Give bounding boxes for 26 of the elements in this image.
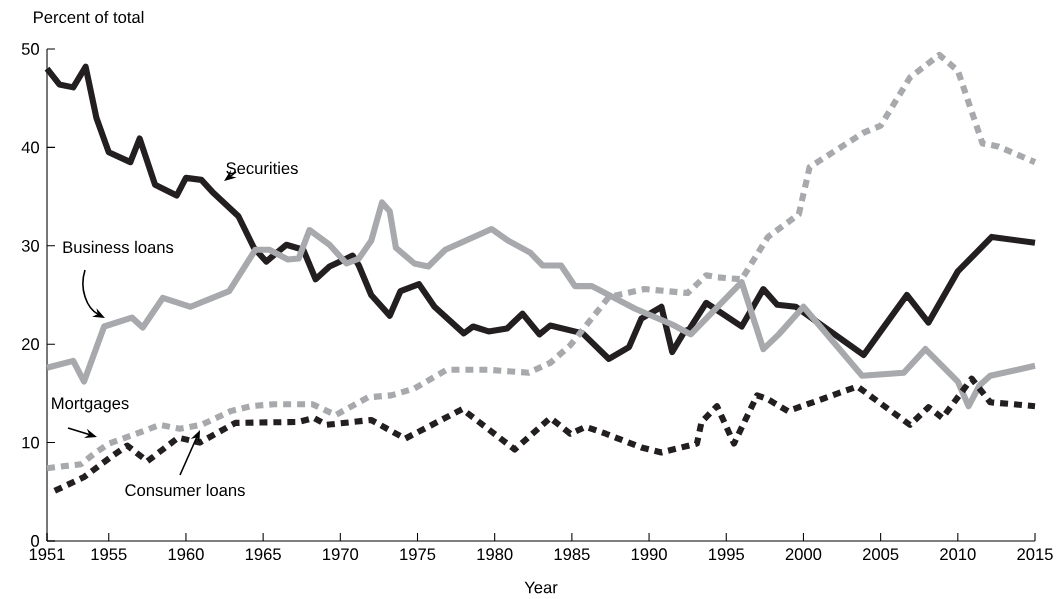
series-label: Mortgages (52, 397, 129, 413)
x-tick-label: 2015 (1017, 548, 1053, 561)
x-tick-label: 1970 (323, 548, 359, 561)
y-tick-label: 0 (31, 535, 40, 547)
x-tick-label: 1995 (709, 548, 745, 561)
y-tick-label: 30 (21, 239, 40, 252)
x-tick-label: 1960 (168, 548, 204, 561)
y-tick-label: 10 (22, 436, 40, 449)
x-tick-label: 1980 (477, 548, 513, 561)
series-label: Consumer loans (125, 483, 245, 497)
x-tick-label: 1965 (245, 548, 281, 561)
x-tick-label: 1951 (29, 548, 65, 561)
y-axis-title: Percent of total (34, 10, 144, 24)
x-tick-label: 1975 (400, 548, 436, 561)
x-tick-label: 2000 (785, 548, 822, 561)
y-tick-label: 50 (21, 43, 40, 55)
y-tick-label: 40 (21, 141, 40, 154)
x-tick-label: 2005 (862, 548, 899, 561)
y-tick-label: 20 (22, 338, 40, 351)
text: Business loans (63, 240, 174, 254)
x-axis-title: Year (524, 581, 558, 594)
x-tick-label: 1955 (91, 548, 127, 561)
series-label: Securities (226, 161, 298, 175)
x-tick-label: 1990 (631, 548, 667, 561)
x-tick-label: 1985 (554, 548, 590, 561)
x-tick-label: 2010 (940, 548, 976, 561)
